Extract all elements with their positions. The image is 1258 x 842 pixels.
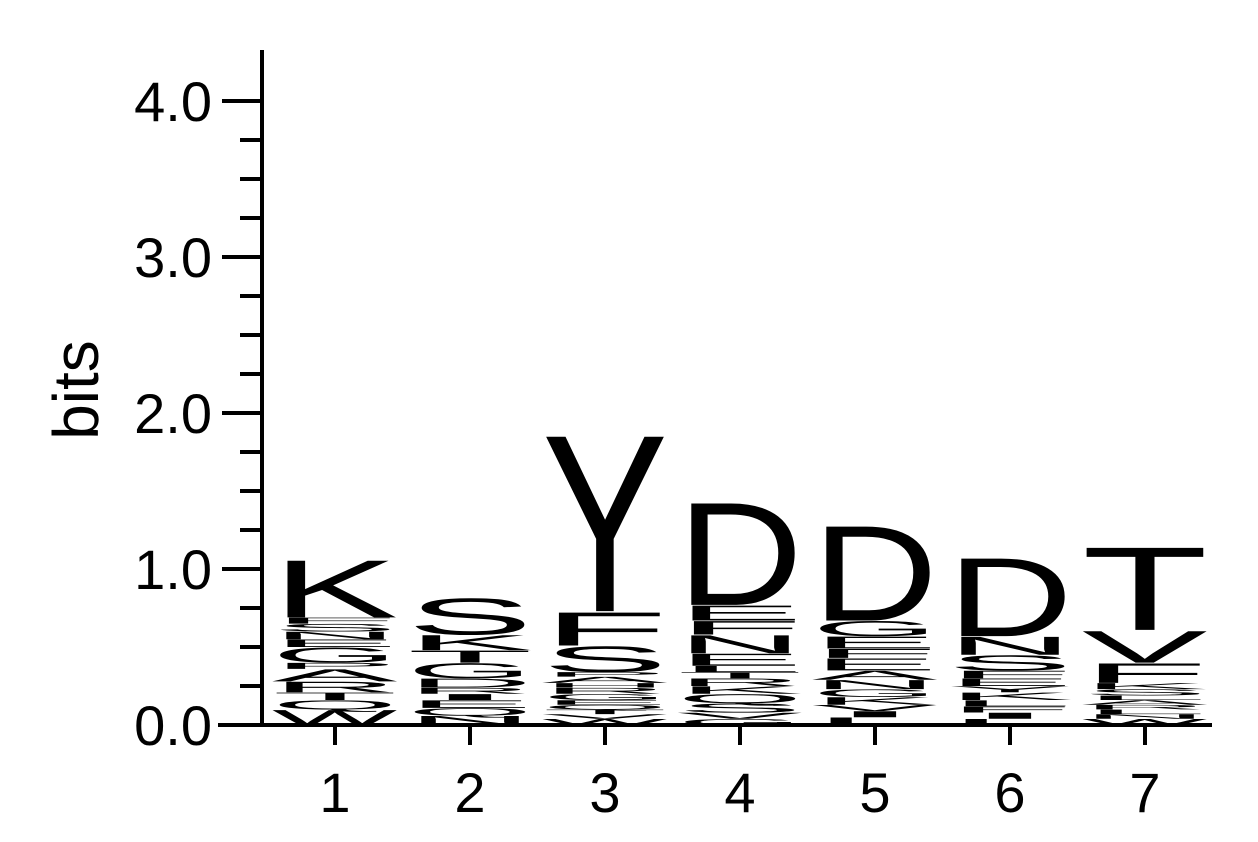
y-axis-title: bits xyxy=(40,340,112,440)
logo-letter-f: F xyxy=(947,705,1073,715)
logo-letter-v: V xyxy=(677,711,803,721)
logo-letter-k: K xyxy=(947,690,1073,702)
x-tick-label: 2 xyxy=(454,761,485,824)
y-axis-ticks: 0.0 1.0 2.0 3.0 4.0 xyxy=(134,70,262,757)
logo-letter-w: W xyxy=(1082,717,1208,727)
logo-letter-k: K xyxy=(677,684,803,696)
logo-letter-n: N xyxy=(812,677,938,692)
logo-letter-e: E xyxy=(542,699,668,706)
logo-letter-g: G xyxy=(812,617,938,641)
x-tick-label: 5 xyxy=(859,761,890,824)
logo-letter-f: F xyxy=(272,616,398,626)
logo-letter-e: E xyxy=(812,633,938,652)
logo-letter-n: N xyxy=(677,630,803,659)
x-tick-label: 7 xyxy=(1129,761,1160,824)
logo-letter-k: K xyxy=(1082,681,1208,691)
logo-letter-e: E xyxy=(812,655,938,674)
logo-letter-s: S xyxy=(407,588,533,646)
y-tick-label: 3.0 xyxy=(134,226,212,289)
logo-letter-y: Y xyxy=(947,684,1073,694)
logo-letter-f: F xyxy=(542,602,668,655)
logo-letter-d: D xyxy=(407,676,533,691)
logo-letter-s: S xyxy=(677,701,803,715)
logo-letter-l: L xyxy=(1082,694,1208,701)
logo-letter-a: A xyxy=(272,666,397,685)
logo-letter-f: F xyxy=(947,668,1073,680)
logo-letter-k: K xyxy=(812,695,938,707)
logo-letter-e: E xyxy=(947,676,1073,688)
logo-letter-w: W xyxy=(542,717,668,727)
y-tick-label: 2.0 xyxy=(134,382,212,445)
logo-letter-v: V xyxy=(542,713,668,720)
logo-letter-a: A xyxy=(542,675,668,685)
logo-letter-i: I xyxy=(407,692,533,702)
logo-letter-l: L xyxy=(947,698,1073,708)
logo-letter-n: N xyxy=(272,629,398,641)
x-axis-ticks: 1 2 3 4 5 6 7 xyxy=(319,725,1161,824)
logo-letter-s: S xyxy=(947,651,1073,675)
logo-letter-t: T xyxy=(677,670,803,680)
logo-letter-g: G xyxy=(407,659,533,683)
logo-letter-a: A xyxy=(812,668,938,683)
logo-letter-e: E xyxy=(272,637,398,649)
logo-letter-g: G xyxy=(677,717,803,727)
logo-letter-l: L xyxy=(1082,708,1208,715)
logo-letter-t: T xyxy=(272,690,398,702)
logo-letter-l: L xyxy=(947,717,1073,727)
logo-letter-q: Q xyxy=(677,692,803,706)
logo-letter-r: R xyxy=(1082,704,1208,711)
y-tick-label: 4.0 xyxy=(134,70,212,133)
logo-letter-f: F xyxy=(677,617,803,639)
y-tick-label: 0.0 xyxy=(134,694,212,757)
logo-letter-a: A xyxy=(1082,699,1208,706)
logo-letter-s: S xyxy=(272,622,398,634)
logo-letter-r: R xyxy=(272,679,398,696)
x-tick-label: 1 xyxy=(319,761,350,824)
logo-letter-t: T xyxy=(1082,522,1208,655)
logo-letter-i: I xyxy=(947,711,1073,721)
logo-letter-r: R xyxy=(407,686,533,696)
logo-letter-h: H xyxy=(542,682,668,689)
logo-letter-q: Q xyxy=(272,698,398,712)
logo-letter-f: F xyxy=(1082,658,1208,689)
logo-letter-y: Y xyxy=(542,383,668,665)
logo-letter-p: P xyxy=(542,671,668,678)
logo-letter-s: S xyxy=(542,639,668,680)
logo-letter-e: E xyxy=(677,650,803,669)
logo-letter-p: P xyxy=(272,661,398,671)
logo-letter-r: R xyxy=(677,676,803,688)
x-tick-label: 4 xyxy=(724,761,755,824)
logo-letter-q: Q xyxy=(407,706,533,718)
logo-letter-r: R xyxy=(542,686,668,696)
logo-letter-l: L xyxy=(677,664,803,674)
logo-letter-t: T xyxy=(407,647,533,666)
logo-letter-i: I xyxy=(812,709,938,719)
logo-letter-s: S xyxy=(1082,688,1208,698)
x-tick-label: 3 xyxy=(589,761,620,824)
logo-letter-n: N xyxy=(1082,713,1208,720)
logo-letter-k: K xyxy=(407,631,533,655)
logo-letter-d: D xyxy=(947,535,1073,661)
logo-letter-t: T xyxy=(542,708,668,715)
logo-letters: WQTRAPGENSFKNQEIRDGTKSWVTQEGRHAPSFYGVSQK… xyxy=(272,383,1208,730)
logo-letter-g: G xyxy=(542,692,668,702)
logo-letter-e: E xyxy=(677,601,803,625)
logo-letter-n: N xyxy=(947,631,1073,660)
logo-letter-v: V xyxy=(1082,621,1207,672)
logo-letter-d: D xyxy=(677,473,803,637)
logo-letter-f: F xyxy=(812,646,938,661)
logo-letter-q: Q xyxy=(542,704,668,711)
logo-letter-v: V xyxy=(812,703,938,713)
x-tick-label: 6 xyxy=(994,761,1025,824)
logo-letter-g: G xyxy=(272,643,398,667)
logo-letter-e: E xyxy=(407,698,533,710)
logo-letter-d: D xyxy=(812,498,938,650)
y-tick-label: 1.0 xyxy=(134,538,212,601)
logo-letter-k: K xyxy=(272,543,398,635)
logo-letter-g: G xyxy=(812,687,938,699)
